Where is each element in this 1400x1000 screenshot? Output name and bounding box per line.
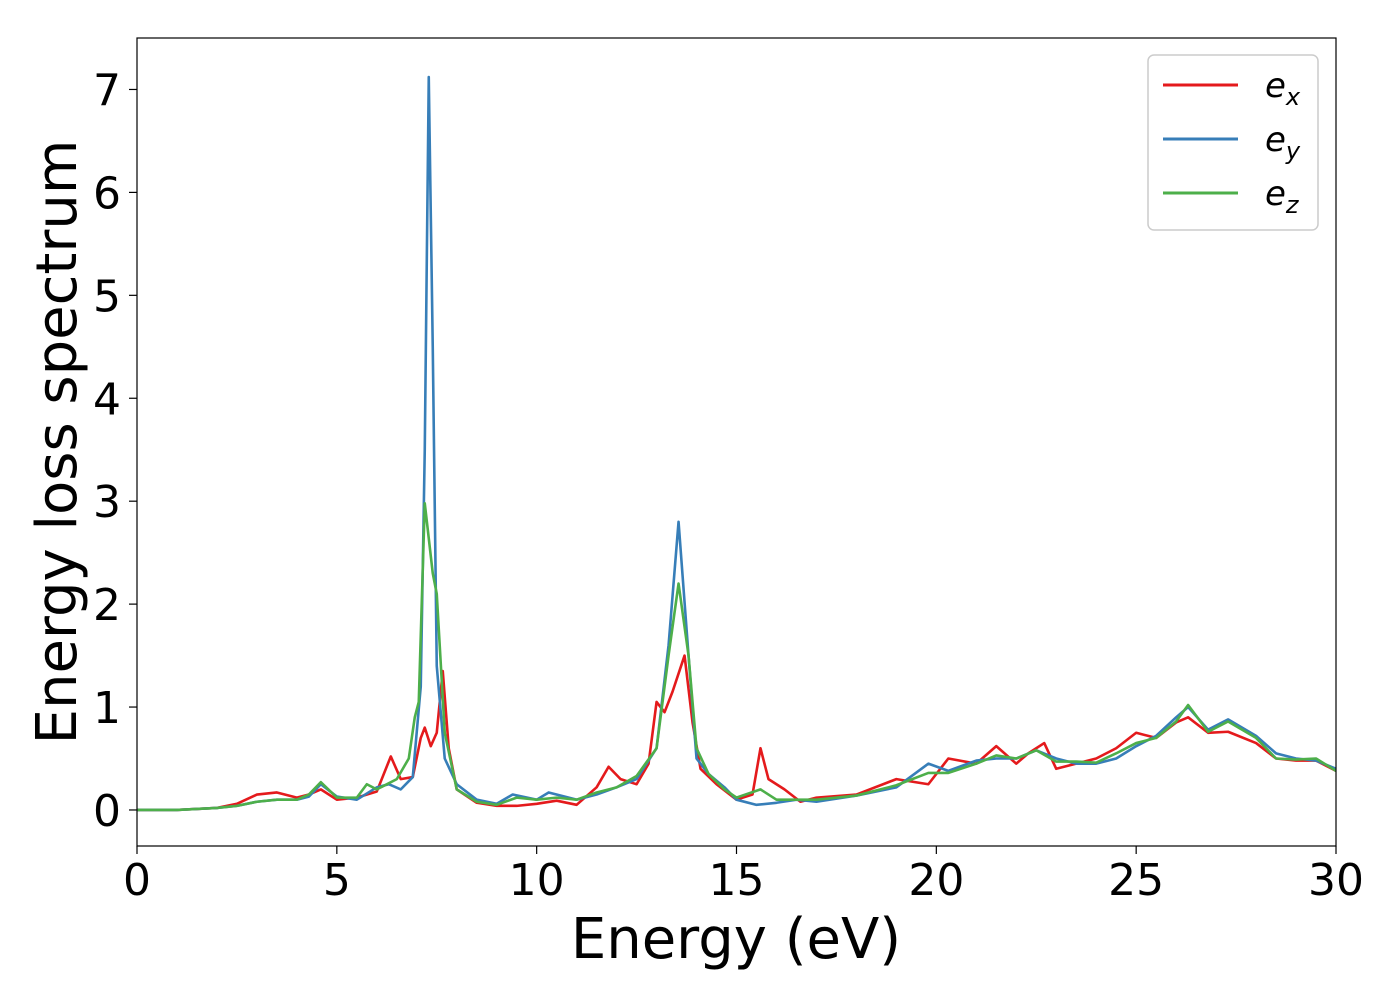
y-tick-label: 1 [93, 683, 121, 734]
y-axis-ticks: 0 1 2 3 4 5 6 7 [93, 65, 137, 837]
series-line-e-x [137, 654, 1336, 812]
legend-label-e-x: ex [1265, 66, 1301, 111]
y-tick-label: 6 [93, 168, 121, 219]
x-tick-label: 5 [323, 855, 351, 906]
x-tick-label: 15 [709, 855, 765, 906]
series-line-e-z [137, 501, 1336, 812]
legend-label-e-y: ey [1265, 120, 1301, 165]
legend: ex ey ez [1147, 54, 1319, 231]
x-tick-label: 0 [123, 855, 151, 906]
x-tick-label: 25 [1108, 855, 1164, 906]
y-tick-label: 3 [93, 477, 121, 528]
plot-background [137, 38, 1336, 846]
y-axis-title: Energy loss spectrum [25, 140, 90, 745]
legend-frame [1147, 54, 1319, 231]
y-tick-label: 7 [93, 65, 121, 116]
y-tick-label: 0 [93, 786, 121, 837]
y-tick-label: 4 [93, 374, 121, 425]
series-line-e-y [137, 75, 1336, 812]
y-tick-label: 2 [93, 580, 121, 631]
series-layer [137, 75, 1336, 812]
x-axis-ticks: 0 5 10 15 20 25 30 [123, 846, 1364, 906]
y-tick-label: 5 [93, 271, 121, 322]
x-tick-label: 10 [509, 855, 565, 906]
legend-label-e-z: ez [1265, 174, 1300, 219]
x-tick-label: 20 [908, 855, 964, 906]
x-axis-title: Energy (eV) [571, 907, 901, 972]
x-tick-label: 30 [1308, 855, 1364, 906]
